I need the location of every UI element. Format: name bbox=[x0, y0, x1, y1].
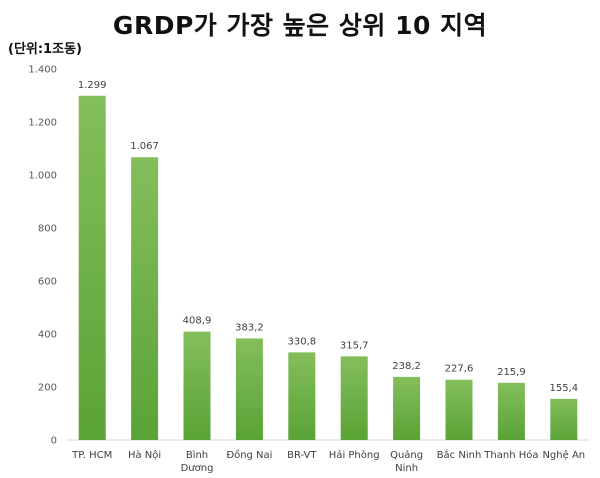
y-tick-label: 1.000 bbox=[28, 171, 57, 182]
y-tick-label: 200 bbox=[38, 383, 57, 394]
data-label: 215,9 bbox=[497, 367, 526, 378]
bar bbox=[131, 157, 159, 440]
bars: 1.299 1.067 408,9 383,2 330,8 315,7 238,2 227,6… bbox=[78, 80, 578, 440]
data-label: 1.299 bbox=[78, 80, 107, 91]
x-category-label: Quảng Ninh bbox=[390, 449, 423, 474]
data-label: 155,4 bbox=[549, 383, 578, 394]
x-axis: TP. HCM Hà Nội Bình Dương Đồng Nai BR-VT Hải P… bbox=[71, 448, 585, 474]
x-category-label: TP. HCM bbox=[71, 450, 112, 461]
bar bbox=[550, 398, 578, 440]
data-label: 383,2 bbox=[235, 322, 264, 333]
chart-title: GRDP가 가장 높은 상위 10 지역 bbox=[112, 11, 488, 40]
x-category-label: Hà Nội bbox=[128, 449, 161, 461]
bar bbox=[235, 338, 263, 440]
bar bbox=[393, 376, 421, 440]
bar bbox=[78, 95, 106, 440]
data-label: 315,7 bbox=[340, 340, 369, 351]
bar bbox=[497, 382, 525, 440]
unit-label: (단위:1조동) bbox=[8, 42, 82, 57]
x-category-label: Bắc Ninh bbox=[437, 448, 482, 461]
bar bbox=[340, 356, 368, 440]
bar bbox=[183, 331, 211, 440]
x-category-label: Bình Dương bbox=[181, 449, 214, 474]
data-label: 227,6 bbox=[445, 364, 474, 375]
y-tick-label: 1.200 bbox=[28, 118, 57, 129]
x-category-label: Đồng Nai bbox=[226, 449, 272, 461]
y-tick-label: 400 bbox=[38, 330, 57, 341]
x-category-label: Hải Phòng bbox=[329, 449, 380, 461]
data-label: 330,8 bbox=[287, 336, 316, 347]
x-category-label: Thanh Hóa bbox=[483, 449, 538, 461]
x-category-label: Nghệ An bbox=[542, 449, 585, 461]
bar bbox=[445, 379, 473, 440]
y-tick-label: 0 bbox=[51, 436, 57, 447]
x-category-label: BR-VT bbox=[287, 450, 317, 461]
data-label: 238,2 bbox=[392, 361, 421, 372]
y-tick-label: 1.400 bbox=[28, 65, 57, 76]
bar bbox=[288, 352, 316, 440]
y-tick-label: 800 bbox=[38, 224, 57, 235]
y-tick-label: 600 bbox=[38, 277, 57, 288]
data-label: 408,9 bbox=[183, 316, 212, 327]
data-label: 1.067 bbox=[130, 141, 159, 152]
